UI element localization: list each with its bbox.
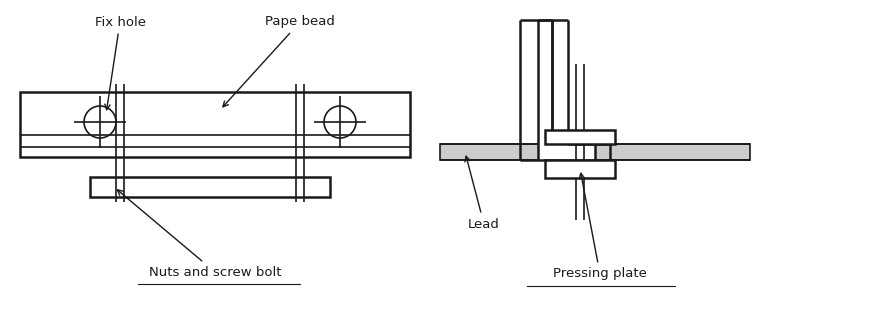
Text: Nuts and screw bolt: Nuts and screw bolt bbox=[117, 190, 282, 279]
Polygon shape bbox=[538, 20, 595, 160]
Text: Lead: Lead bbox=[465, 156, 500, 231]
Bar bbox=[545, 160, 615, 178]
Bar bbox=[90, 177, 330, 197]
Text: Pressing plate: Pressing plate bbox=[553, 173, 647, 280]
Bar bbox=[440, 144, 750, 160]
Text: Pape bead: Pape bead bbox=[223, 16, 335, 107]
Bar bbox=[545, 130, 615, 144]
Bar bbox=[20, 92, 410, 157]
Text: Fix hole: Fix hole bbox=[94, 16, 145, 110]
